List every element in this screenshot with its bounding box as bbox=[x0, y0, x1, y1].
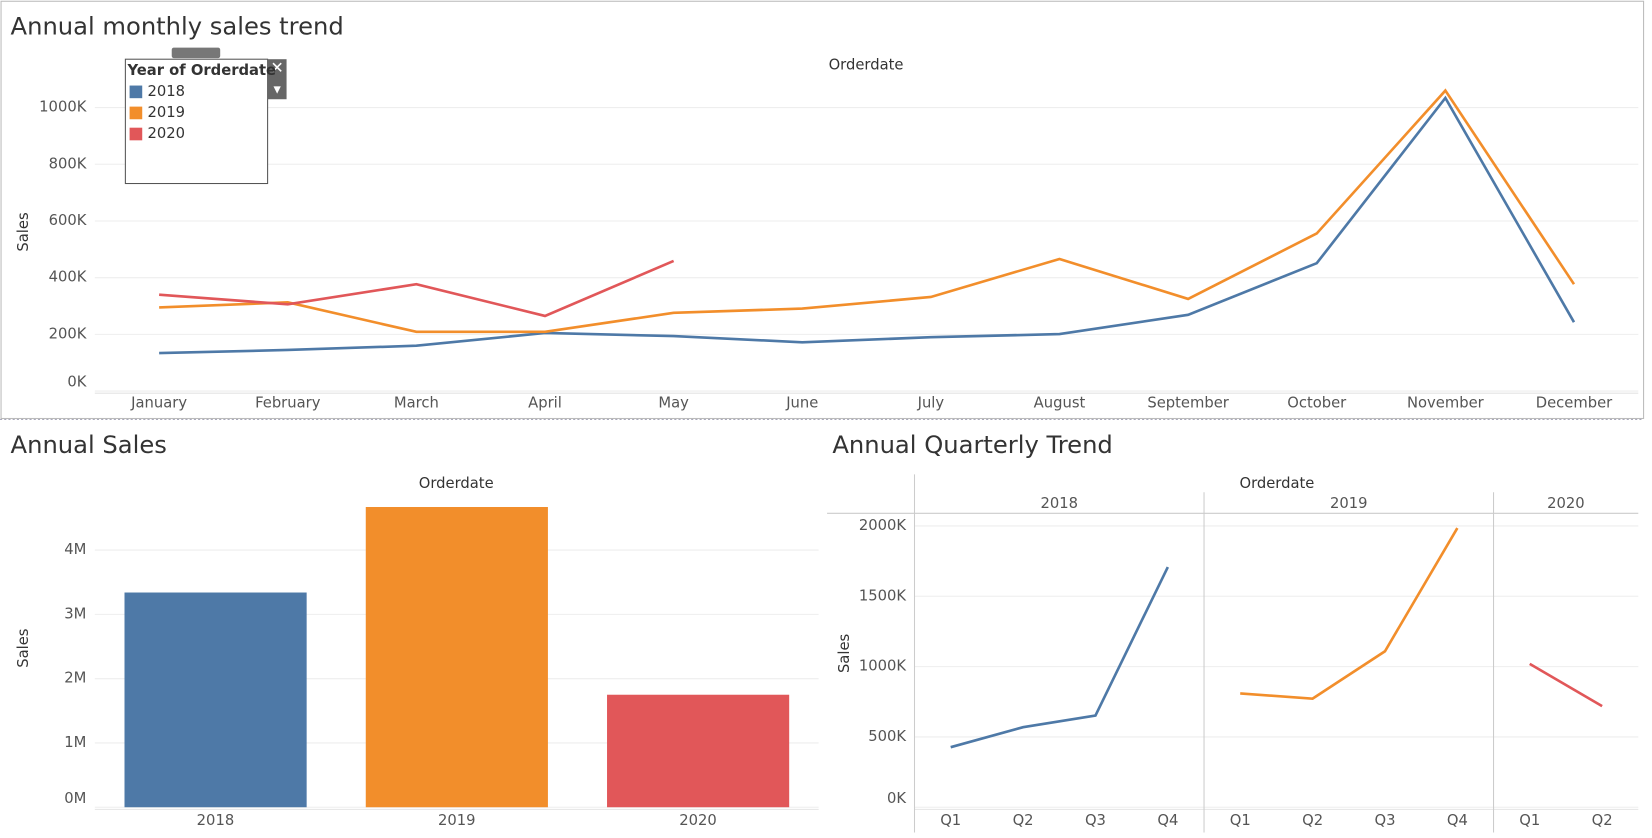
y-tick-label: 500K bbox=[868, 728, 906, 745]
x-tick-label: Q1 bbox=[940, 812, 961, 829]
facet-label: 2020 bbox=[1547, 495, 1585, 512]
y-tick-label: 1000K bbox=[39, 99, 87, 116]
line-series bbox=[1529, 662, 1603, 708]
chart-title: Annual Quarterly Trend bbox=[832, 431, 1113, 459]
x-tick-label: December bbox=[1536, 395, 1613, 412]
y-tick-label: 2M bbox=[64, 670, 86, 687]
x-tick-label: March bbox=[394, 395, 439, 412]
bar bbox=[607, 694, 790, 808]
x-axis-title: Orderdate bbox=[1239, 475, 1314, 492]
x-tick-label: Q4 bbox=[1447, 812, 1468, 829]
x-tick-label: February bbox=[255, 395, 321, 412]
x-tick-label: August bbox=[1034, 395, 1086, 412]
x-tick-label: May bbox=[658, 395, 689, 412]
legend-swatch bbox=[129, 106, 143, 120]
y-tick-label: 0K bbox=[67, 374, 86, 391]
x-tick-label: 2020 bbox=[679, 812, 717, 829]
legend: ✕ ▼ Year of Orderdate 2018 2019 2020 bbox=[124, 47, 287, 185]
line-series bbox=[159, 95, 1576, 355]
legend-menu-icon[interactable]: ▼ bbox=[273, 84, 281, 95]
y-tick-label: 2000K bbox=[859, 517, 907, 534]
line-series bbox=[1240, 527, 1459, 701]
y-tick-label: 4M bbox=[64, 541, 86, 558]
legend-close-icon[interactable]: ✕ bbox=[270, 58, 283, 77]
x-tick-label: 2019 bbox=[438, 812, 476, 829]
bar bbox=[124, 592, 307, 808]
y-tick-label: 1500K bbox=[859, 587, 907, 604]
chart-title: Annual Sales bbox=[11, 431, 167, 459]
facet-label: 2018 bbox=[1040, 495, 1078, 512]
y-tick-label: 3M bbox=[64, 605, 86, 622]
x-tick-label: Q3 bbox=[1085, 812, 1106, 829]
chart-title: Annual monthly sales trend bbox=[11, 13, 344, 41]
x-tick-label: Q2 bbox=[1592, 812, 1613, 829]
legend-box bbox=[124, 58, 269, 185]
line-series bbox=[159, 259, 675, 318]
x-tick-label: 2018 bbox=[197, 812, 235, 829]
line-series bbox=[159, 88, 1576, 334]
y-tick-label: 0M bbox=[64, 790, 86, 807]
x-tick-label: November bbox=[1407, 395, 1485, 412]
bar bbox=[365, 507, 548, 808]
panel-border bbox=[0, 0, 1645, 419]
x-tick-label: July bbox=[917, 395, 945, 412]
y-axis-title: Sales bbox=[836, 634, 853, 673]
y-axis-title: Sales bbox=[15, 212, 32, 251]
legend-close bbox=[267, 59, 287, 100]
x-tick-label: Q2 bbox=[1013, 812, 1034, 829]
x-tick-label: Q1 bbox=[1519, 812, 1540, 829]
x-axis-title: Orderdate bbox=[829, 57, 904, 74]
y-tick-label: 0K bbox=[887, 790, 906, 807]
x-tick-label: June bbox=[785, 395, 818, 412]
facet-label: 2019 bbox=[1330, 495, 1368, 512]
x-tick-label: October bbox=[1287, 395, 1347, 412]
legend-label: 2019 bbox=[148, 104, 186, 121]
y-tick-label: 800K bbox=[49, 155, 87, 172]
y-tick-label: 200K bbox=[49, 325, 87, 342]
legend-label: 2020 bbox=[148, 125, 186, 142]
x-tick-label: January bbox=[130, 395, 187, 412]
legend-grip bbox=[171, 47, 221, 59]
x-tick-label: September bbox=[1147, 395, 1229, 412]
x-tick-label: Q2 bbox=[1302, 812, 1323, 829]
x-tick-label: Q4 bbox=[1157, 812, 1178, 829]
x-tick-label: April bbox=[528, 395, 562, 412]
legend-swatch bbox=[129, 127, 143, 141]
legend-label: 2018 bbox=[148, 83, 186, 100]
y-tick-label: 400K bbox=[49, 269, 87, 286]
x-tick-label: Q1 bbox=[1230, 812, 1251, 829]
line-series bbox=[950, 566, 1170, 749]
legend-swatch bbox=[129, 85, 143, 99]
y-tick-label: 1000K bbox=[859, 658, 907, 675]
y-axis-title: Sales bbox=[15, 629, 32, 668]
y-tick-label: 1M bbox=[64, 734, 86, 751]
y-tick-label: 600K bbox=[49, 212, 87, 229]
legend-title: Year of Orderdate bbox=[126, 62, 276, 79]
x-axis-title: Orderdate bbox=[419, 475, 494, 492]
x-tick-label: Q3 bbox=[1374, 812, 1395, 829]
